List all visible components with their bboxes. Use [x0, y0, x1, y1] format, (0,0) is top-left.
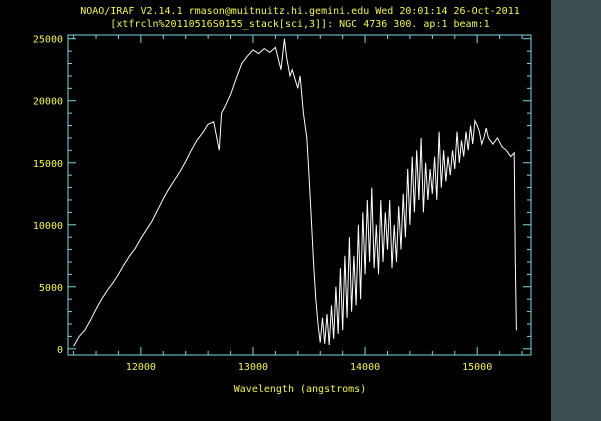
y-axis-ticks: 0 5000 10000 15000 20000 25000 — [33, 35, 531, 356]
plot-frame — [67, 34, 532, 356]
y-tick-label: 15000 — [33, 159, 63, 170]
spectrum-line — [73, 38, 517, 347]
y-tick-label: 0 — [57, 345, 63, 356]
x-axis-ticks: 12000 13000 14000 15000 — [73, 35, 523, 373]
y-tick-label: 20000 — [33, 97, 63, 108]
x-tick-label: 13000 — [238, 362, 268, 373]
x-axis-label: Wavelength (angstroms) — [234, 384, 366, 395]
y-tick-label: 25000 — [33, 35, 63, 46]
x-tick-label: 15000 — [462, 362, 492, 373]
window-frame — [551, 0, 601, 421]
chart-title-line-2: [xtfrcln%20110516S0155_stack[sci,3]]: NG… — [110, 19, 489, 30]
y-tick-label: 5000 — [39, 283, 63, 294]
x-tick-label: 12000 — [126, 362, 156, 373]
chart-title-line-1: NOAO/IRAF V2.14.1 rmason@muitnuitz.hi.ge… — [80, 6, 520, 17]
x-tick-label: 14000 — [350, 362, 380, 373]
y-tick-label: 10000 — [33, 221, 63, 232]
